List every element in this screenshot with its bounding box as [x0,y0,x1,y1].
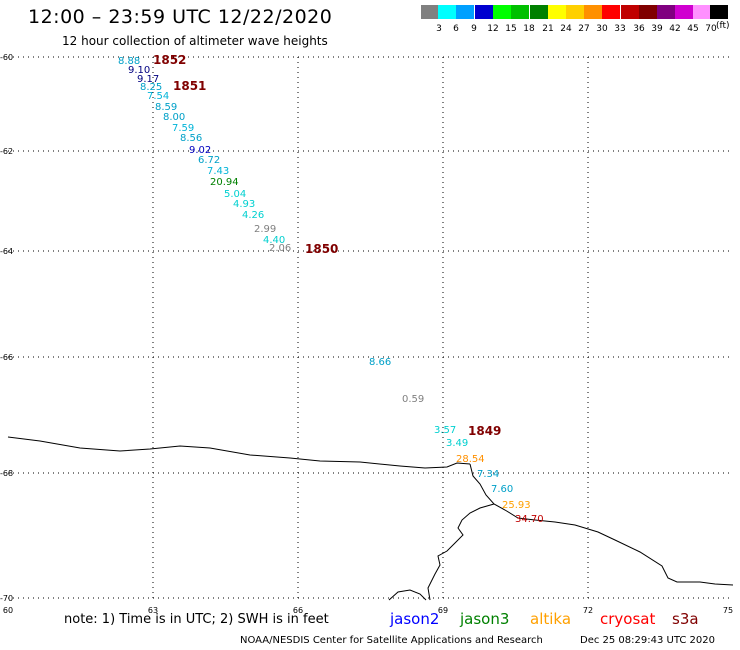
wave-height-value: 4.93 [233,199,255,210]
legend-tick-label: 45 [687,24,698,34]
legend-tick-label: 6 [453,24,459,34]
latitude-label: -68 [0,469,13,478]
color-legend: 3 6 9 12 15 18 21 24 27 30 33 36 39 42 45 70 [421,5,728,34]
wave-height-value: 8.00 [163,112,185,123]
legend-swatch [639,5,657,19]
coastline-segment [469,463,734,586]
legend-swatch [675,5,693,19]
wave-height-value: 25.93 [502,500,531,511]
wave-height-value: 4.40 [263,235,285,246]
latitude-label: -66 [0,353,13,362]
wave-height-value: 4.26 [242,210,264,221]
wave-height-value: 28.54 [456,454,485,465]
legend-swatch [530,5,548,19]
legend-tick-label: 12 [487,24,498,34]
pass-time-label: 1851 [173,79,206,93]
latitude-label: -70 [0,594,13,603]
credit-text: NOAA/NESDIS Center for Satellite Applica… [240,635,543,646]
satellite-cryosat: cryosat [600,610,656,628]
observation-labels: 8.889.109.178.257.548.598.007.598.569.02… [118,56,544,525]
pass-time-labels: 1852 1851 1850 1849 [153,53,501,438]
legend-tick-label: 30 [596,24,608,34]
legend-tick-label: 24 [560,24,572,34]
coastline-segment [7,436,471,469]
legend-swatch [710,5,728,19]
legend-swatch [511,5,529,19]
wave-height-value: 7.43 [207,166,229,177]
longitude-label: 60 [3,606,13,615]
latitude-label: -64 [0,247,13,256]
legend-tick-label: 36 [633,24,645,34]
wave-height-value: 5.04 [224,189,246,200]
wave-height-value: 0.59 [402,394,424,405]
legend-swatch [602,5,620,19]
legend-tick-label: 9 [471,24,477,34]
wave-height-value: 9.02 [189,145,211,156]
wave-height-value: 7.59 [172,123,194,134]
legend-swatch [493,5,511,19]
legend-tick-label: 21 [542,24,553,34]
wave-height-value: 8.56 [180,133,202,144]
legend-swatch [566,5,584,19]
wave-height-value: 8.59 [155,102,177,113]
graticule [8,56,733,600]
longitude-label: 69 [438,606,448,615]
coastline-segment [427,503,495,601]
wave-height-value: 7.34 [477,469,499,480]
wave-height-value: 8.88 [118,56,140,67]
pass-time-label: 1849 [468,424,501,438]
longitude-label: 66 [293,606,303,615]
coastline-segment [388,589,427,601]
wave-height-value: 3.57 [434,425,456,436]
pass-time-label: 1850 [305,242,338,256]
wave-height-value: 8.25 [140,82,162,93]
legend-tick-label: 39 [651,24,663,34]
legend-swatch [475,5,493,19]
wave-height-value: 7.60 [491,484,513,495]
axis-labels: -60 -62 -64 -66 -68 -70 60 63 66 69 72 75 [0,53,733,615]
legend-swatch [657,5,675,19]
longitude-label: 75 [723,606,733,615]
legend-swatch [548,5,566,19]
wave-height-value: 34.70 [515,514,544,525]
satellite-altika: altika [530,610,572,628]
legend-swatch [693,5,711,19]
legend-swatch [456,5,474,19]
legend-tick-label: 18 [523,24,535,34]
coastline [7,436,734,601]
footer-note: note: 1) Time is in UTC; 2) SWH is in fe… [64,612,329,627]
legend-tick-label: 42 [669,24,680,34]
legend-swatch [584,5,602,19]
latitude-label: -60 [0,53,13,62]
satellite-s3a: s3a [672,610,699,628]
generation-timestamp: Dec 25 08:29:43 UTC 2020 [580,635,715,646]
legend-tick-label: 3 [436,24,442,34]
map-title: 12:00 – 23:59 UTC 12/22/2020 [28,6,333,28]
wave-height-value: 2.06 [269,243,291,254]
wave-height-value: 3.49 [446,438,468,449]
legend-tick-label: 70 [705,24,717,34]
wave-height-value: 9.17 [137,74,159,85]
wave-height-value: 9.10 [128,65,150,76]
satellite-jason2: jason2 [390,610,440,628]
longitude-label: 72 [583,606,593,615]
latitude-label: -62 [0,147,13,156]
map-subtitle: 12 hour collection of altimeter wave hei… [62,34,328,48]
legend-unit: (ft) [716,21,730,31]
satellite-jason3: jason3 [460,610,510,628]
legend-tick-label: 33 [614,24,625,34]
longitude-label: 63 [148,606,158,615]
legend-swatch [621,5,639,19]
legend-swatch [438,5,456,19]
legend-tick-label: 27 [578,24,589,34]
wave-height-value: 20.94 [210,177,239,188]
wave-height-value: 6.72 [198,155,220,166]
wave-height-value: 7.54 [147,91,169,102]
wave-height-value: 2.99 [254,224,276,235]
legend-tick-label: 15 [505,24,516,34]
legend-swatch [421,5,439,19]
wave-height-value: 8.66 [369,357,391,368]
pass-time-label: 1852 [153,53,186,67]
